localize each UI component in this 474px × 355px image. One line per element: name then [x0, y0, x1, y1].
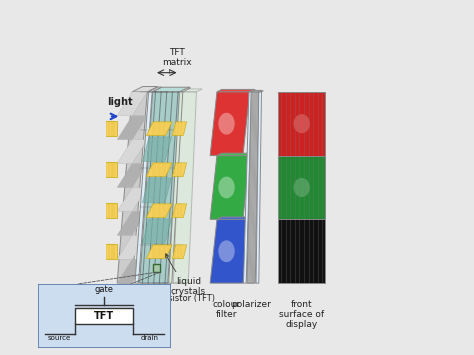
Text: TFT: TFT — [94, 311, 114, 321]
FancyBboxPatch shape — [153, 264, 160, 272]
Text: light: light — [108, 98, 133, 108]
Polygon shape — [180, 88, 191, 92]
Ellipse shape — [219, 176, 235, 198]
Polygon shape — [101, 202, 117, 218]
Text: colour
filter: colour filter — [212, 300, 241, 319]
Polygon shape — [146, 122, 172, 136]
Polygon shape — [251, 91, 262, 92]
Polygon shape — [146, 245, 172, 258]
Polygon shape — [173, 163, 187, 176]
Polygon shape — [169, 92, 183, 283]
Text: front
surface of
display: front surface of display — [279, 300, 324, 329]
Polygon shape — [101, 120, 117, 136]
Polygon shape — [142, 137, 172, 162]
Polygon shape — [210, 155, 250, 219]
Polygon shape — [210, 92, 250, 155]
Polygon shape — [117, 92, 147, 116]
FancyBboxPatch shape — [75, 308, 134, 324]
Polygon shape — [259, 91, 264, 92]
Polygon shape — [278, 155, 325, 219]
Polygon shape — [117, 164, 147, 187]
Polygon shape — [247, 92, 259, 283]
Polygon shape — [153, 87, 190, 92]
Text: liquid
crystals: liquid crystals — [165, 254, 206, 296]
Polygon shape — [142, 219, 172, 244]
Polygon shape — [182, 89, 202, 92]
Polygon shape — [217, 217, 255, 219]
Polygon shape — [217, 89, 255, 92]
Text: polarizer: polarizer — [110, 300, 150, 308]
FancyBboxPatch shape — [38, 284, 171, 348]
Polygon shape — [117, 235, 147, 259]
Polygon shape — [278, 92, 325, 155]
Polygon shape — [146, 204, 172, 218]
Ellipse shape — [219, 240, 235, 262]
Polygon shape — [135, 92, 152, 283]
Text: thin-film transistor (TFT): thin-film transistor (TFT) — [113, 294, 215, 303]
Text: polarizer: polarizer — [231, 300, 271, 308]
Polygon shape — [173, 92, 196, 283]
Polygon shape — [173, 245, 187, 258]
Polygon shape — [117, 211, 147, 235]
Polygon shape — [142, 178, 172, 202]
Polygon shape — [117, 187, 147, 211]
Polygon shape — [173, 204, 187, 218]
Text: gate: gate — [95, 285, 114, 294]
Polygon shape — [278, 219, 325, 283]
Polygon shape — [146, 163, 172, 176]
Polygon shape — [140, 92, 181, 283]
Ellipse shape — [293, 114, 310, 133]
Polygon shape — [117, 140, 147, 164]
Polygon shape — [117, 116, 147, 140]
Text: TFT
matrix: TFT matrix — [162, 48, 192, 67]
Polygon shape — [217, 153, 255, 155]
Text: drain: drain — [140, 335, 158, 341]
Polygon shape — [244, 92, 252, 283]
Polygon shape — [149, 87, 162, 92]
Polygon shape — [101, 244, 117, 258]
Ellipse shape — [293, 178, 310, 197]
Polygon shape — [101, 162, 117, 176]
Polygon shape — [173, 122, 187, 136]
Polygon shape — [117, 92, 147, 283]
Polygon shape — [132, 87, 158, 92]
Ellipse shape — [219, 113, 235, 135]
Polygon shape — [210, 219, 250, 283]
Polygon shape — [256, 92, 262, 283]
Polygon shape — [249, 90, 255, 92]
Polygon shape — [117, 259, 147, 283]
Text: source: source — [47, 335, 71, 341]
